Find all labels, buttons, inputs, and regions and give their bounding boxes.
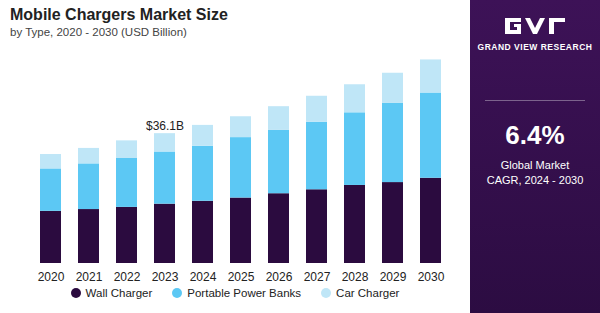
html-text:6.4%: 6.4% bbox=[505, 120, 565, 150]
svg-text:2023: 2023 bbox=[152, 270, 179, 284]
svg-text:2028: 2028 bbox=[342, 270, 369, 284]
html-text:Wall Charger: Wall Charger bbox=[85, 287, 153, 299]
html-text:Car Charger: Car Charger bbox=[336, 287, 400, 299]
html-text:by Type, 2020 - 2030 (USD Bill: by Type, 2020 - 2030 (USD Billion) bbox=[10, 26, 187, 38]
svg-text:2020: 2020 bbox=[38, 270, 65, 284]
svg-text:2025: 2025 bbox=[228, 270, 255, 284]
svg-text:2030: 2030 bbox=[418, 270, 445, 284]
svg-text:2027: 2027 bbox=[304, 270, 331, 284]
html-text:Mobile Chargers Market Size: Mobile Chargers Market Size bbox=[10, 6, 228, 23]
svg-text:2026: 2026 bbox=[266, 270, 293, 284]
svg-text:2029: 2029 bbox=[380, 270, 407, 284]
html-text:Global Market CAGR, 2024 - 203: Global Market CAGR, 2024 - 2030 bbox=[486, 159, 584, 186]
html-text:Portable Power Banks: Portable Power Banks bbox=[187, 287, 302, 299]
html-text:GRAND VIEW RESEARCH: GRAND VIEW RESEARCH bbox=[477, 42, 593, 52]
svg-text:$36.1B: $36.1B bbox=[146, 119, 184, 133]
svg-text:2024: 2024 bbox=[190, 270, 217, 284]
svg-text:2022: 2022 bbox=[114, 270, 141, 284]
svg-text:2021: 2021 bbox=[76, 270, 103, 284]
